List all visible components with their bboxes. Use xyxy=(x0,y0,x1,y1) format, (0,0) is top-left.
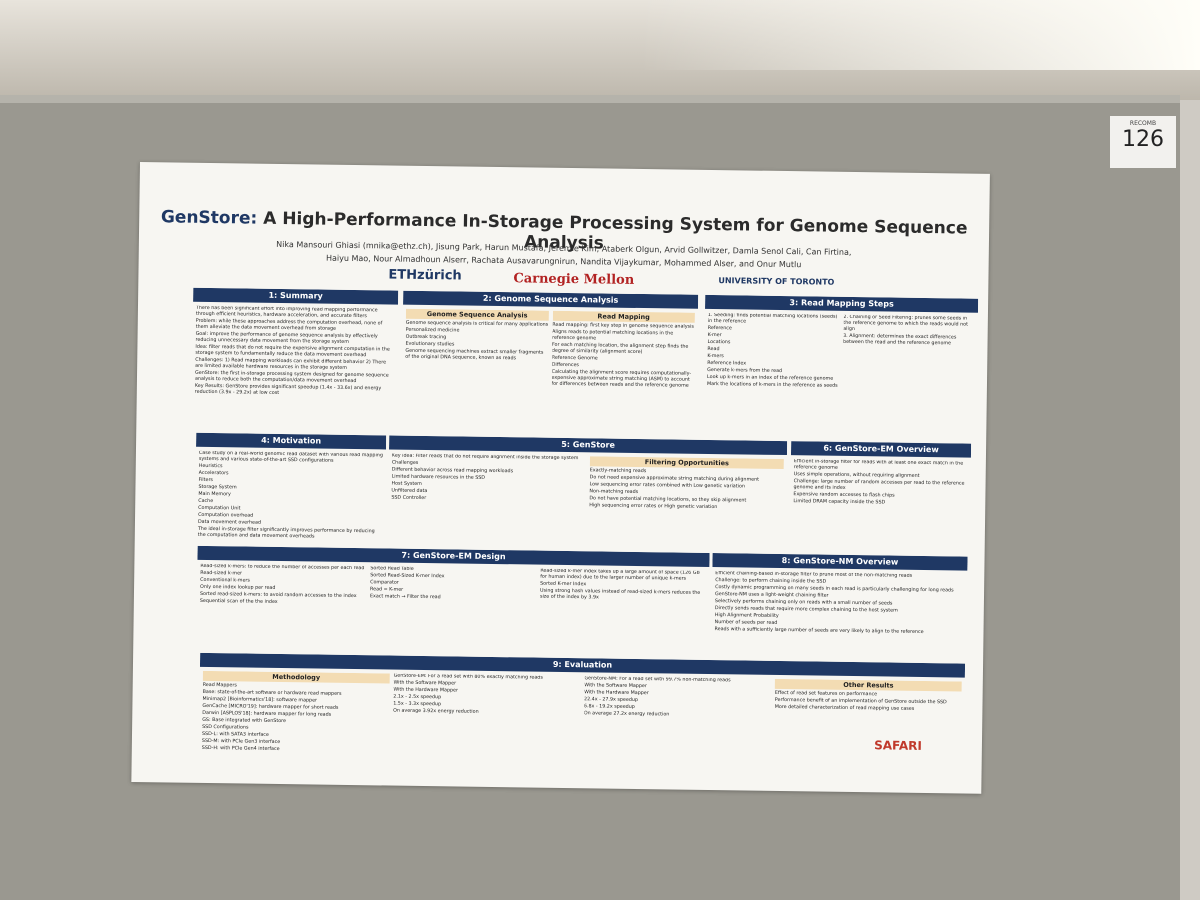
text-line: Key Results: GenStore provides significa… xyxy=(194,383,382,396)
text-line: On average 3.92x energy reduction xyxy=(393,708,479,715)
logo: Carnegie Mellon xyxy=(513,271,635,288)
text-line: Case study on a real-world genomic read … xyxy=(198,450,383,464)
section-heading: 4: Motivation xyxy=(196,432,387,450)
section-heading: 2: Genome Sequence Analysis xyxy=(403,290,699,309)
board-sign: RECOMB 126 xyxy=(1110,116,1176,168)
poster-section: 7: GenStore-EM Design Read-sized k-mers: … xyxy=(196,545,710,653)
section-column: 1. Seeding: finds potential matching loc… xyxy=(706,313,839,430)
poster-section: 3: Read Mapping Steps 1. Seeding: finds p… xyxy=(703,294,979,434)
sign-number: 126 xyxy=(1122,127,1164,152)
section-column: Case study on a real-world genomic read … xyxy=(198,451,383,542)
subheading: Other Results xyxy=(774,678,962,692)
ceiling xyxy=(0,0,1200,100)
text-line: Challenge: large number of random access… xyxy=(793,479,965,491)
text-line: High sequencing error rates or High gene… xyxy=(589,503,718,511)
text-line: Using strong hash values instead of read… xyxy=(539,588,701,601)
text-line: On average 27.2x energy reduction xyxy=(583,711,670,718)
text-line: Efficient in-storage filter for reads wi… xyxy=(793,459,964,471)
text-line: Mark the locations of k-mers in the refe… xyxy=(706,381,838,389)
text-line: More detailed characterization of read m… xyxy=(774,704,915,712)
logo: UNIVERSITY OF TORONTO xyxy=(718,276,835,287)
title-brand: GenStore: xyxy=(160,207,258,229)
poster-section: 1: Summary There has been significant eff… xyxy=(191,287,399,426)
section-body: There has been significant effort into i… xyxy=(191,304,398,426)
text-line: Exact match → Filter the read xyxy=(369,594,441,601)
text-line: Sequential scan of the the index xyxy=(199,598,278,605)
section-column: Genome Sequence Analysis Genome sequence … xyxy=(404,308,549,426)
text-line: Limited DRAM capacity inside the SSD xyxy=(793,499,886,506)
section-column: Efficient in-storage filter for reads wi… xyxy=(793,459,968,549)
section-body: Genome Sequence Analysis Genome sequence … xyxy=(401,307,698,430)
logo: ETHzürich xyxy=(388,267,462,284)
poster-section: 2: Genome Sequence Analysis Genome Sequen… xyxy=(401,290,699,430)
section-body: Methodology Read Mappers Base: state-of-th… xyxy=(199,669,965,764)
section-column: There has been significant effort into i… xyxy=(194,306,395,424)
subheading: Methodology xyxy=(202,670,390,684)
poster-section: 9: Evaluation Methodology Read Mappers Base… xyxy=(199,652,966,764)
poster: GenStore: A High-Performance In-Storage … xyxy=(131,162,990,794)
section-column: Methodology Read Mappers Base: state-of-th… xyxy=(202,670,390,754)
text-line: 3. Alignment: determines the exact diffe… xyxy=(843,333,957,347)
section-column: Efficient chaining-based in-storage filt… xyxy=(714,571,964,654)
section-body: Key idea: Filter reads that do not requi… xyxy=(388,452,787,550)
section-heading: 1: Summary xyxy=(193,287,399,305)
text-line: 2. Chaining or Seed Filtering: prunes so… xyxy=(843,314,969,332)
ceiling-light xyxy=(640,0,1200,70)
poster-section: 4: Motivation Case study on a real-world … xyxy=(195,432,387,544)
section-body: Efficient in-storage filter for reads wi… xyxy=(790,457,971,552)
section-column: Read-sized k-mers: to reduce the number … xyxy=(199,564,366,646)
section-body: 1. Seeding: finds potential matching loc… xyxy=(703,311,978,434)
section-column: Sorted Read Table Sorted Read-Sized K-mer… xyxy=(369,566,536,648)
section-heading: 6: GenStore-EM Overview xyxy=(790,441,972,458)
section-body: Read-sized k-mers: to reduce the number … xyxy=(196,562,709,653)
poster-section: 6: GenStore-EM Overview Efficient in-stor… xyxy=(790,441,972,552)
text-line: Calculating the alignment score requires… xyxy=(551,369,692,389)
section-column: 2. Chaining or Seed Filtering: prunes so… xyxy=(842,315,975,432)
text-line: 1. Seeding: finds potential matching loc… xyxy=(707,312,838,325)
text-line: For each matching location, the alignmen… xyxy=(551,342,689,356)
text-line: The ideal in-storage filter significantl… xyxy=(197,526,375,540)
sign-label: RECOMB xyxy=(1129,120,1157,127)
text-line: Read-sized k-mer index takes up a large … xyxy=(540,568,700,582)
section-column: Read Mapping Read mapping: first key step… xyxy=(551,310,695,428)
section-column: Filtering Opportunities Exactly-matching … xyxy=(589,456,784,547)
poster-section: 8: GenStore-NM Overview Efficient chainin… xyxy=(711,553,968,657)
section-column: Key idea: Filter reads that do not requi… xyxy=(391,454,586,545)
subheading: Genome Sequence Analysis xyxy=(405,308,549,321)
section-column: Read-sized k-mer index takes up a large … xyxy=(539,569,706,651)
section-heading: 8: GenStore-NM Overview xyxy=(712,553,968,571)
text-line: Genome sequencing machines extract small… xyxy=(405,348,544,362)
section-column: GenStore-NM: For a read set with 99.7% n… xyxy=(583,676,771,759)
subheading: Filtering Opportunities xyxy=(589,456,784,470)
section-body: Case study on a real-world genomic read … xyxy=(195,449,386,544)
section-column: GenStore-EM: For a read set with 80% exa… xyxy=(393,674,581,757)
section-column: Other Results Effect of read set features… xyxy=(774,678,962,762)
poster-section: 5: GenStore Key idea: Filter reads that d… xyxy=(388,435,788,550)
subheading: Read Mapping xyxy=(552,310,695,323)
section-body: Efficient chaining-based in-storage filt… xyxy=(711,569,967,657)
section-heading: 3: Read Mapping Steps xyxy=(705,294,979,313)
text-line: Aligns reads to potential matching locat… xyxy=(552,329,674,342)
